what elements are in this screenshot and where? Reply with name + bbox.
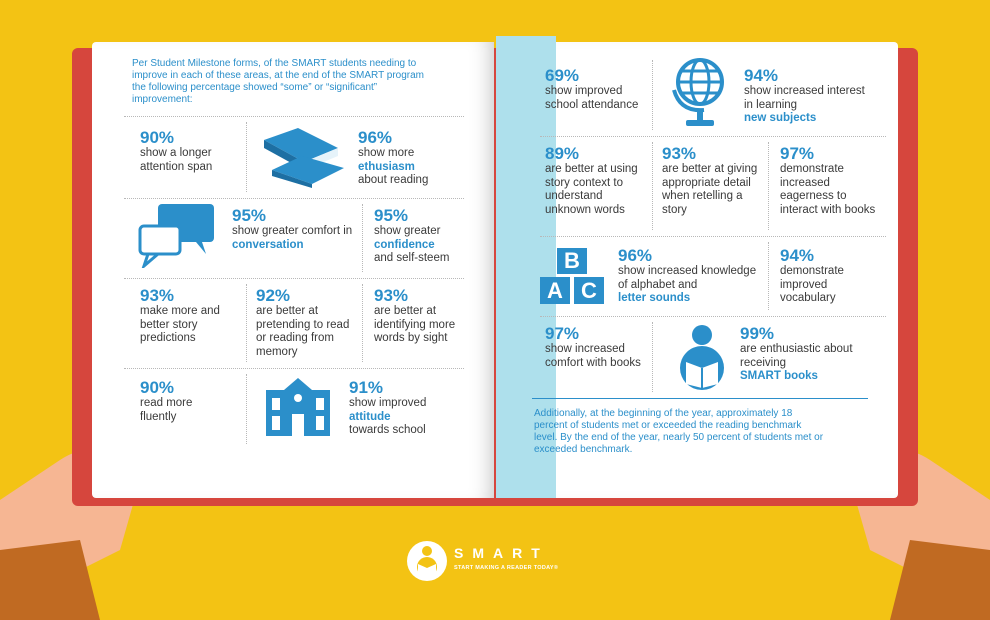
stat-eagerness: 97% demonstrate increased eagerness to i… bbox=[780, 144, 878, 217]
stat-percent: 69% bbox=[545, 66, 580, 85]
child-reading-icon bbox=[680, 325, 724, 390]
stat-text-after: towards school bbox=[349, 424, 426, 436]
page-flap bbox=[496, 36, 556, 498]
stat-percent: 93% bbox=[374, 286, 409, 305]
footnote-text: Additionally, at the beginning of the ye… bbox=[534, 408, 824, 455]
stat-text: show increased comfort with books bbox=[545, 343, 641, 369]
speech-bubbles-icon bbox=[138, 204, 214, 268]
stat-highlight: attitude bbox=[349, 410, 391, 423]
divider bbox=[124, 278, 464, 279]
stat-text: are enthusiastic about receiving bbox=[740, 343, 853, 369]
stat-percent: 93% bbox=[662, 144, 697, 163]
block-letter: B bbox=[557, 248, 587, 274]
smart-logo-icon bbox=[407, 541, 447, 581]
stat-percent: 94% bbox=[780, 246, 815, 265]
stat-predictions: 93% make more and better story predictio… bbox=[140, 286, 238, 346]
stat-text: are better at using story context to und… bbox=[545, 163, 638, 216]
stat-highlight: SMART books bbox=[740, 370, 818, 382]
stat-text-after: and self-steem bbox=[374, 252, 450, 264]
divider bbox=[246, 284, 247, 362]
stat-percent: 93% bbox=[140, 286, 175, 305]
intro-text: Per Student Milestone forms, of the SMAR… bbox=[132, 58, 425, 105]
divider bbox=[362, 204, 363, 272]
school-building-icon bbox=[266, 378, 330, 436]
stat-text-after: about reading bbox=[358, 174, 429, 186]
stat-new-subjects: 94% show increased interest in learning … bbox=[744, 66, 874, 126]
stat-ethusiasm: 96% show more ethusiasm about reading bbox=[358, 128, 468, 188]
stat-text: are better at giving appropriate detail … bbox=[662, 163, 758, 216]
stat-highlight: letter sounds bbox=[618, 292, 691, 304]
block-letter: C bbox=[574, 277, 604, 304]
books-stack-icon bbox=[264, 128, 344, 188]
footnote-divider bbox=[532, 398, 868, 399]
stat-attention: 90% show a longer attention span bbox=[140, 128, 240, 174]
stat-percent: 90% bbox=[140, 378, 175, 397]
divider bbox=[652, 60, 653, 130]
stat-text: make more and better story predictions bbox=[140, 305, 220, 344]
stat-text: show increased interest in learning bbox=[744, 85, 865, 111]
stat-attitude: 91% show improved attitude towards schoo… bbox=[349, 378, 469, 438]
stat-letter-sounds: 96% show increased knowledge of alphabet… bbox=[618, 246, 766, 306]
logo-name: SMART bbox=[454, 545, 549, 561]
stat-smart-books: 99% are enthusiastic about receiving SMA… bbox=[740, 324, 870, 384]
stat-comfort-books: 97% show increased comfort with books bbox=[545, 324, 647, 370]
stat-text: are better at identifying more words by … bbox=[374, 305, 456, 344]
stat-percent: 94% bbox=[744, 66, 779, 85]
divider bbox=[246, 374, 247, 444]
stat-text: show a longer attention span bbox=[140, 147, 213, 173]
globe-icon bbox=[672, 58, 724, 126]
stat-text: demonstrate increased eagerness to inter… bbox=[780, 163, 876, 216]
stat-highlight: conversation bbox=[232, 238, 304, 251]
block-letter: A bbox=[540, 277, 570, 304]
divider bbox=[124, 368, 464, 369]
stat-percent: 89% bbox=[545, 144, 580, 163]
stat-text: show increased knowledge of alphabet and bbox=[618, 265, 757, 291]
divider bbox=[768, 242, 769, 310]
stat-vocabulary: 94% demonstrate improved vocabulary bbox=[780, 246, 878, 306]
stat-percent: 91% bbox=[349, 378, 384, 397]
stat-percent: 97% bbox=[545, 324, 580, 343]
stat-highlight: new subjects bbox=[744, 112, 817, 124]
divider bbox=[540, 236, 886, 237]
stat-story-context: 89% are better at using story context to… bbox=[545, 144, 647, 217]
stat-percent: 99% bbox=[740, 324, 775, 343]
stat-text: show improved school attendance bbox=[545, 85, 639, 111]
stat-text: show more bbox=[358, 147, 415, 159]
stat-percent: 90% bbox=[140, 128, 175, 147]
stat-sight-words: 93% are better at identifying more words… bbox=[374, 286, 474, 346]
divider bbox=[362, 284, 363, 362]
divider bbox=[652, 142, 653, 230]
stat-percent: 92% bbox=[256, 286, 291, 305]
stat-text: show greater bbox=[374, 225, 441, 237]
abc-blocks-icon: B A C bbox=[540, 248, 606, 304]
stat-text: show improved bbox=[349, 397, 427, 409]
stat-pretending: 92% are better at pretending to read or … bbox=[256, 286, 358, 359]
divider bbox=[124, 198, 464, 199]
divider bbox=[246, 122, 247, 192]
stat-percent: 95% bbox=[374, 206, 409, 225]
divider bbox=[540, 316, 886, 317]
stat-percent: 95% bbox=[232, 206, 267, 225]
stat-text: show greater comfort in bbox=[232, 225, 353, 237]
stat-percent: 96% bbox=[358, 128, 393, 147]
divider bbox=[652, 322, 653, 392]
stat-percent: 96% bbox=[618, 246, 653, 265]
stat-percent: 97% bbox=[780, 144, 815, 163]
stat-highlight: confidence bbox=[374, 238, 435, 251]
stat-text: demonstrate improved vocabulary bbox=[780, 265, 844, 304]
divider bbox=[540, 136, 886, 137]
divider bbox=[124, 116, 464, 117]
stat-text: read more fluently bbox=[140, 397, 193, 423]
stat-attendance: 69% show improved school attendance bbox=[545, 66, 645, 112]
stat-comfort-conversation: 95% show greater comfort in conversation bbox=[232, 206, 357, 252]
divider bbox=[768, 142, 769, 230]
stat-confidence: 95% show greater confidence and self-ste… bbox=[374, 206, 474, 266]
logo-tagline: START MAKING A READER TODAY® bbox=[454, 565, 559, 571]
stat-highlight: ethusiasm bbox=[358, 160, 415, 173]
stat-text: are better at pretending to read or read… bbox=[256, 305, 350, 358]
stat-fluently: 90% read more fluently bbox=[140, 378, 220, 424]
stat-detail: 93% are better at giving appropriate det… bbox=[662, 144, 766, 217]
